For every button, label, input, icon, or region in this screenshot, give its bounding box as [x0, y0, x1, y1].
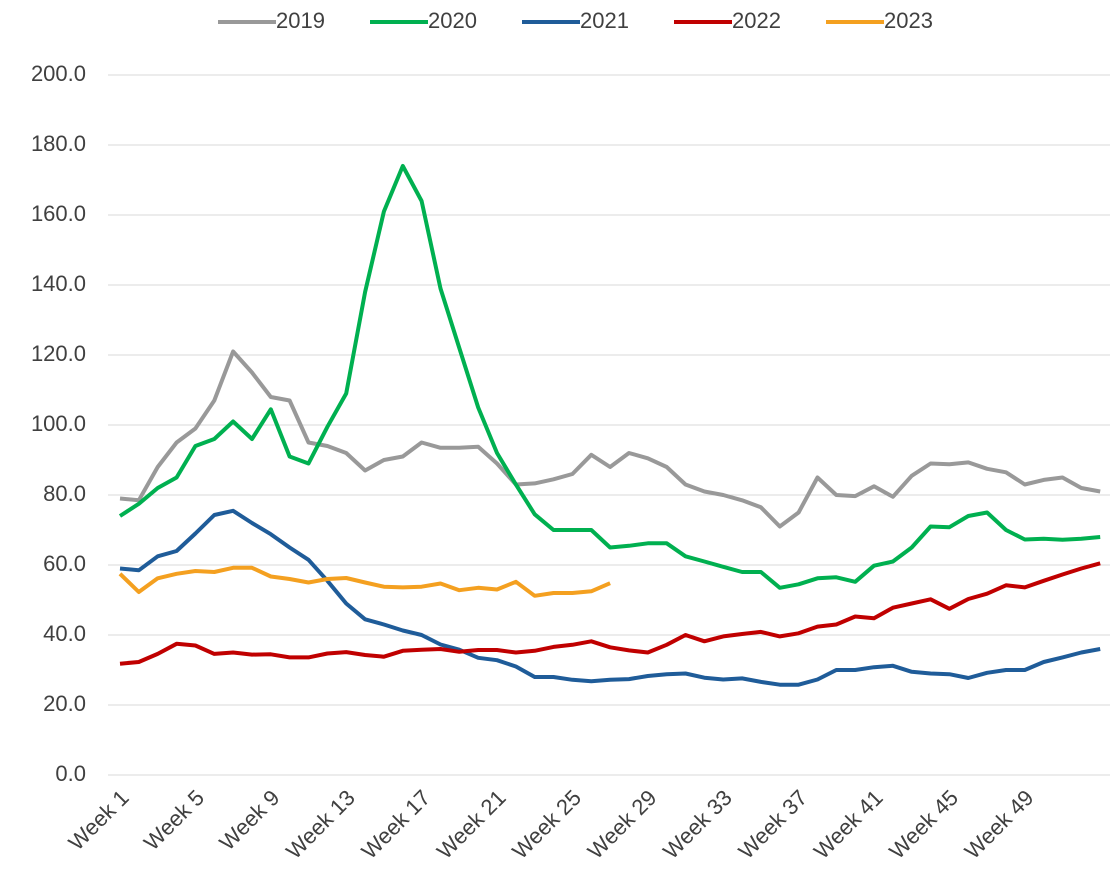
series-line — [119, 508, 1101, 687]
y-tick-label: 20.0 — [43, 691, 86, 716]
x-tick-label: Week 33 — [658, 785, 737, 864]
y-tick-label: 180.0 — [31, 131, 86, 156]
legend-label: 2020 — [428, 8, 477, 33]
legend-label: 2021 — [580, 8, 629, 33]
y-tick-label: 80.0 — [43, 481, 86, 506]
x-tick-label: Week 49 — [960, 785, 1039, 864]
series-line — [119, 561, 1101, 666]
legend-label: 2023 — [884, 8, 933, 33]
legend-label: 2019 — [276, 8, 325, 33]
y-tick-label: 60.0 — [43, 551, 86, 576]
x-tick-label: Week 9 — [214, 785, 284, 855]
legend-label: 2022 — [732, 8, 781, 33]
x-tick-label: Week 41 — [809, 785, 888, 864]
y-tick-label: 120.0 — [31, 341, 86, 366]
x-tick-label: Week 29 — [583, 785, 662, 864]
x-tick-label: Week 21 — [432, 785, 511, 864]
y-tick-label: 0.0 — [55, 761, 86, 786]
x-tick-label: Week 1 — [64, 785, 134, 855]
x-tick-label: Week 37 — [733, 785, 812, 864]
y-tick-label: 100.0 — [31, 411, 86, 436]
y-tick-label: 40.0 — [43, 621, 86, 646]
x-tick-label: Week 17 — [356, 785, 435, 864]
x-tick-label: Week 5 — [139, 785, 209, 855]
series-line — [119, 349, 1101, 529]
x-tick-label: Week 13 — [281, 785, 360, 864]
x-tick-label: Week 45 — [884, 785, 963, 864]
series-line — [118, 164, 1101, 590]
y-tick-label: 140.0 — [31, 271, 86, 296]
plot-area — [118, 164, 1101, 687]
y-tick-label: 160.0 — [31, 201, 86, 226]
y-tick-label: 200.0 — [31, 61, 86, 86]
series-line — [118, 565, 611, 598]
x-tick-label: Week 25 — [507, 785, 586, 864]
